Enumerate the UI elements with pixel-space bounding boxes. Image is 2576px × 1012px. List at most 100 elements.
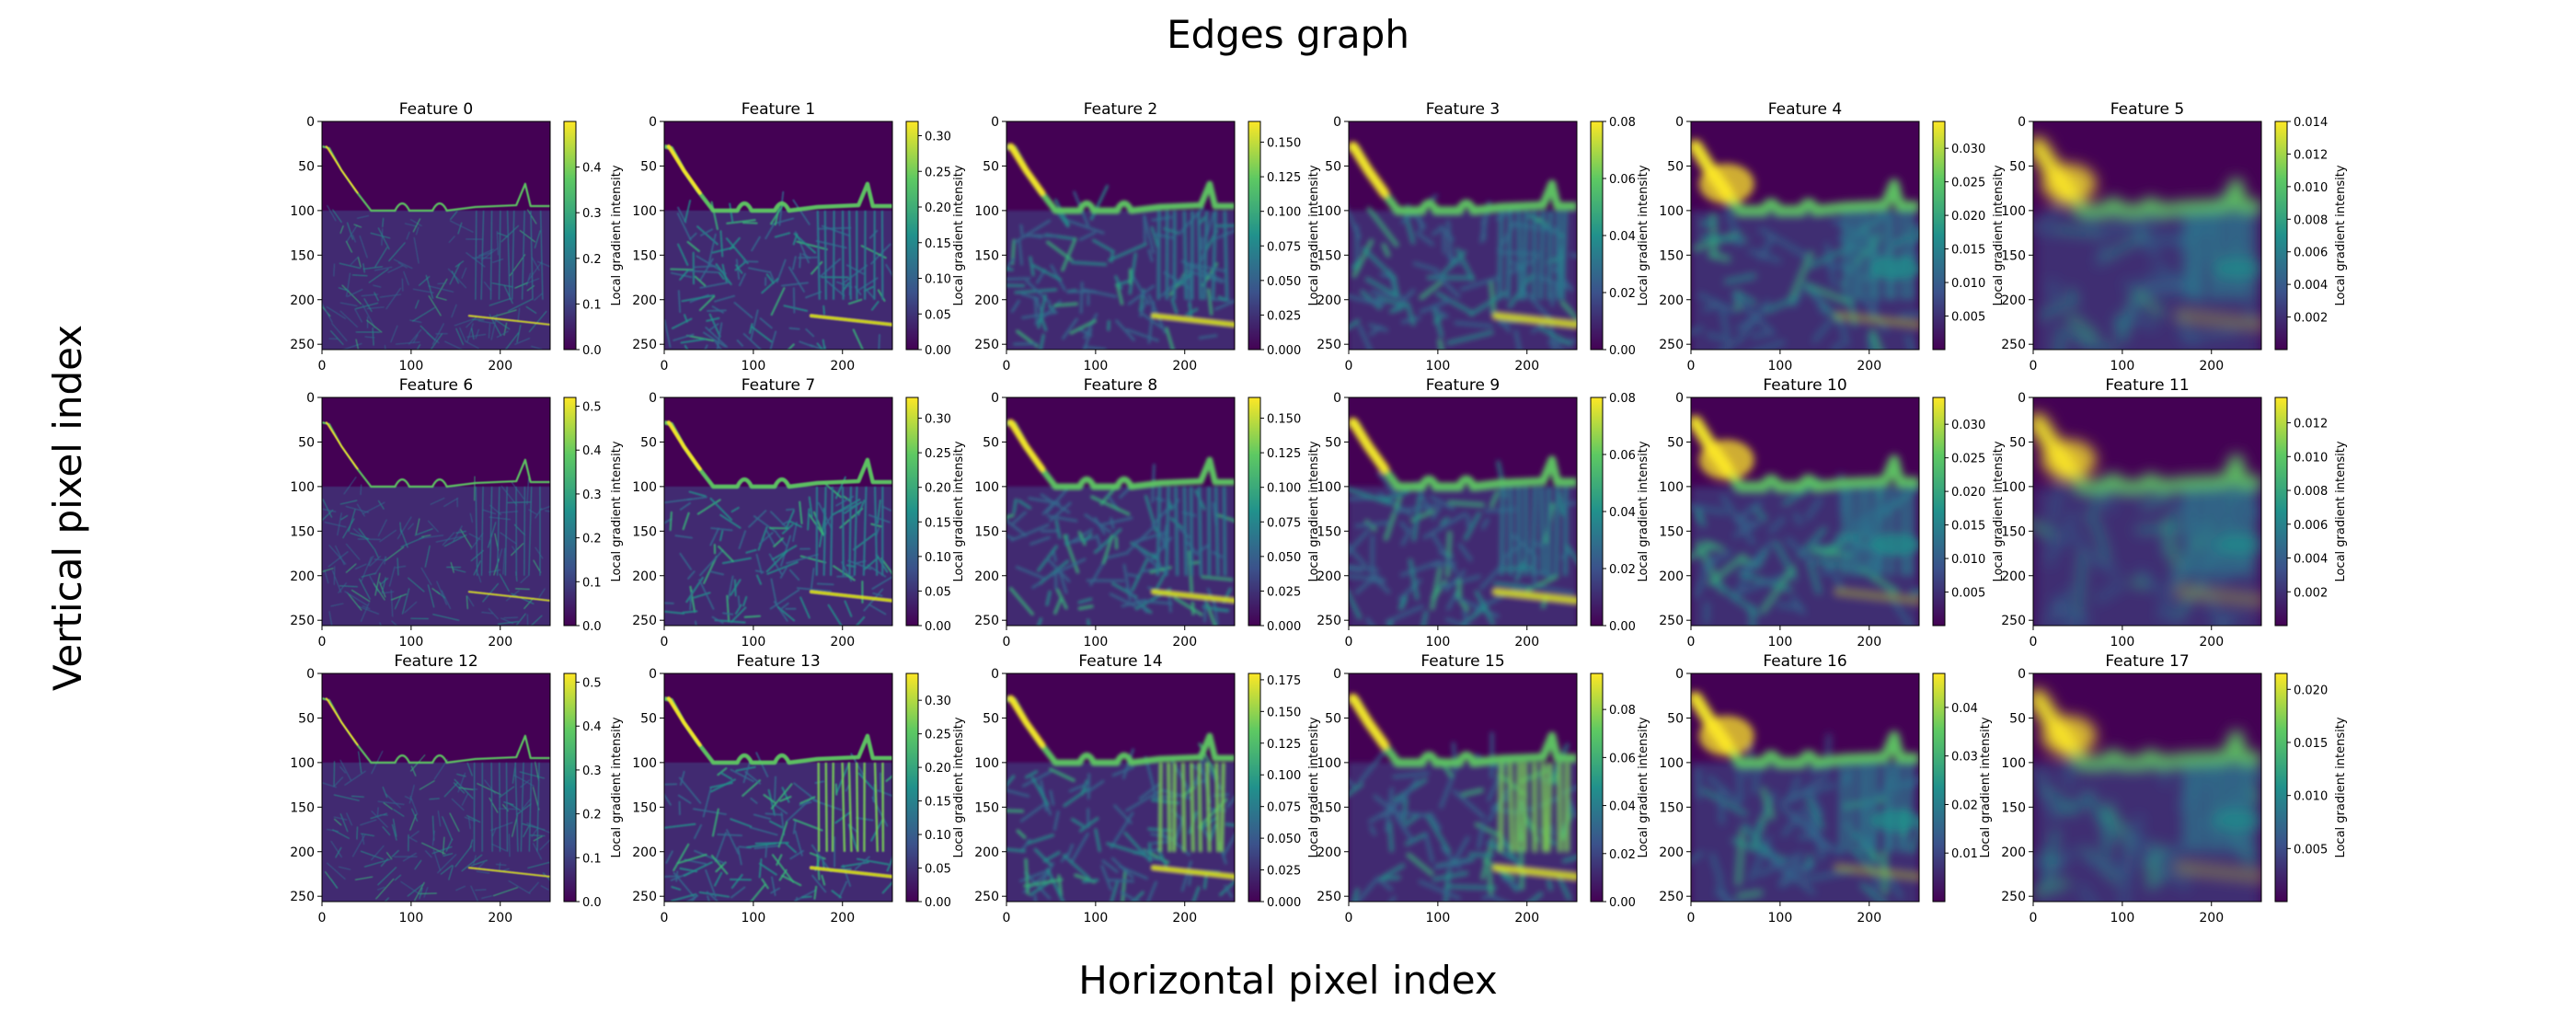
y-tick-label: 100: [632, 204, 657, 219]
colorbar-tick-label: 0.0: [582, 896, 602, 910]
heatmap-texture: [709, 570, 724, 576]
heatmap-texture: [1382, 243, 1390, 258]
heatmap-texture: [497, 486, 500, 576]
y-tick-label: 150: [1317, 524, 1341, 539]
colorbar-tick-label: 0.00: [925, 620, 951, 634]
heatmap-texture: [1182, 486, 1189, 576]
heatmap-texture: [361, 557, 373, 582]
heatmap-texture: [1029, 256, 1035, 277]
heatmap-texture: [664, 793, 672, 806]
heatmap-texture: [676, 854, 707, 865]
heatmap-texture: [1806, 556, 1822, 595]
heatmap-texture: [410, 765, 417, 776]
colorbar-tick-label: 0.08: [1609, 392, 1636, 406]
heatmap-texture: [1806, 797, 1825, 830]
heatmap-texture: [758, 862, 777, 876]
heatmap-texture: [1006, 513, 1015, 519]
heatmap-texture: [1077, 597, 1093, 604]
heatmap-texture: [2121, 851, 2132, 902]
heatmap-texture: [1215, 224, 1235, 228]
heatmap-texture: [330, 603, 344, 607]
heatmap-texture: [745, 548, 757, 554]
heatmap-texture: [362, 834, 365, 845]
heatmap-image: [2033, 121, 2261, 350]
heatmap-texture: [807, 508, 811, 531]
colorbar-tick-label: 0.150: [1267, 137, 1301, 151]
heatmap-texture: [1064, 218, 1105, 235]
heatmap-texture: [687, 270, 719, 274]
heatmap-texture: [431, 323, 444, 345]
heatmap-texture: [1432, 871, 1468, 881]
heatmap-texture: [1202, 605, 1229, 613]
heatmap-texture: [689, 592, 693, 611]
y-tick-label: 150: [290, 800, 315, 815]
heatmap-texture: [1452, 789, 1486, 819]
x-tick-label: 100: [1426, 911, 1451, 926]
heatmap-texture: [515, 588, 530, 591]
heatmap-texture: [1477, 821, 1486, 849]
heatmap-texture: [799, 500, 803, 524]
colorbar-label: Local gradient intensity: [1307, 441, 1321, 581]
heatmap-texture: [1214, 762, 1220, 852]
heatmap-texture: [1740, 556, 1763, 573]
heatmap-texture: [1223, 210, 1229, 300]
heatmap-texture: [503, 285, 513, 305]
heatmap-texture: [535, 546, 544, 559]
heatmap-texture: [519, 771, 545, 779]
heatmap-texture: [338, 287, 350, 292]
x-tick-label: 200: [1514, 911, 1539, 926]
heatmap-highlight: [1151, 865, 1235, 880]
heatmap-texture: [1165, 327, 1175, 350]
heatmap-texture: [885, 775, 892, 782]
heatmap-texture: [1369, 825, 1376, 836]
heatmap-texture: [457, 222, 463, 235]
heatmap-texture: [1399, 521, 1409, 532]
heatmap-texture: [1141, 312, 1163, 329]
heatmap-texture: [706, 891, 719, 902]
x-tick-label: 0: [661, 359, 669, 374]
heatmap-texture: [831, 890, 842, 899]
x-tick-label: 200: [830, 911, 855, 926]
heatmap-texture: [452, 525, 463, 543]
heatmap-texture: [771, 876, 776, 896]
heatmap-texture: [2033, 523, 2056, 537]
colorbar-tick-label: 0.015: [1951, 520, 1985, 534]
heatmap-texture: [1792, 774, 1828, 800]
heatmap-texture: [838, 880, 848, 899]
heatmap-texture: [1418, 880, 1461, 901]
heatmap-image: [664, 673, 892, 902]
y-tick-label: 250: [1659, 338, 1684, 352]
colorbar-tick-label: 0.04: [1609, 506, 1636, 520]
heatmap-texture: [1699, 219, 1717, 226]
heatmap-texture: [746, 842, 777, 848]
colorbar-tick-label: 0.2: [582, 253, 602, 267]
heatmap-texture: [2190, 486, 2197, 576]
colorbar-tick-label: 0.15: [925, 237, 951, 251]
x-tick-label: 200: [488, 635, 512, 650]
heatmap-texture: [360, 819, 377, 826]
heatmap-texture: [2084, 789, 2116, 843]
heatmap-texture: [714, 832, 728, 863]
heatmap-texture: [1440, 250, 1466, 277]
heatmap-texture: [397, 558, 399, 576]
heatmap-texture: [1046, 514, 1078, 523]
y-tick-label: 50: [1667, 711, 1684, 726]
y-tick-label: 200: [2001, 569, 2026, 584]
heatmap-texture: [1110, 811, 1134, 849]
heatmap-texture: [507, 501, 532, 503]
y-tick-label: 150: [974, 248, 999, 263]
heatmap-texture: [1468, 852, 1494, 857]
colorbar: [563, 397, 577, 627]
heatmap-texture: [779, 796, 792, 802]
y-tick-label: 0: [306, 391, 315, 406]
heatmap-texture: [1709, 852, 1723, 882]
heatmap-texture: [400, 536, 424, 547]
heatmap-texture: [678, 776, 702, 804]
axes-frame: [1006, 121, 1236, 351]
heatmap-texture: [1910, 234, 1919, 242]
heatmap-texture: [1052, 810, 1060, 832]
heatmap-texture: [742, 222, 758, 224]
heatmap-texture: [805, 291, 822, 299]
